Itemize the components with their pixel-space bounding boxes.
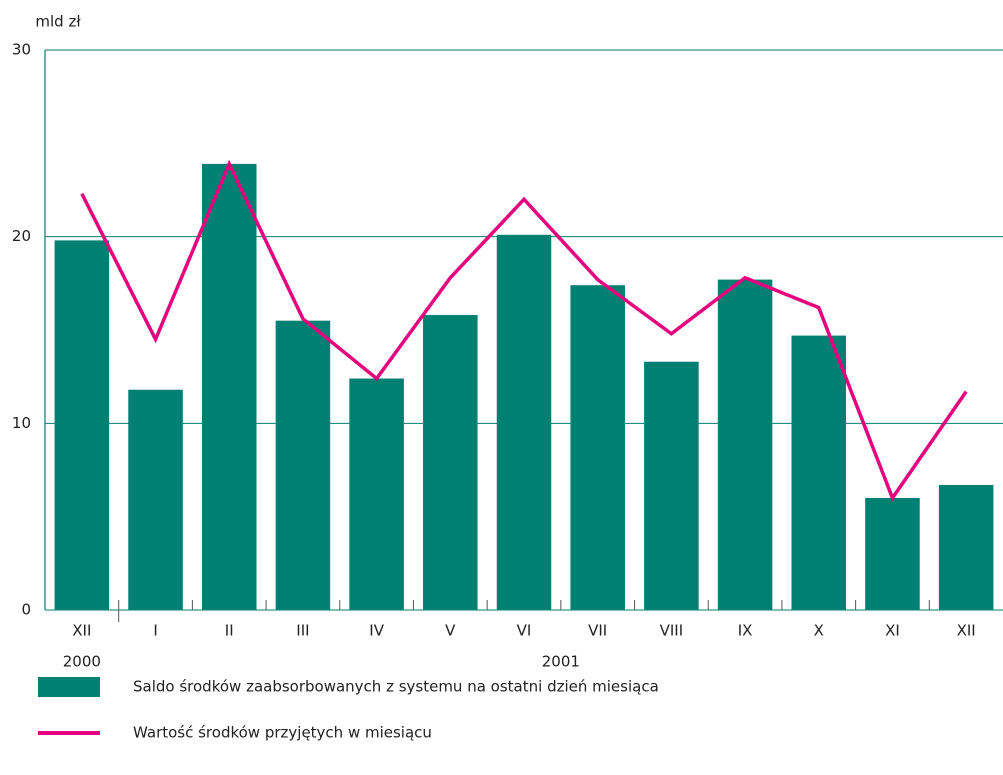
legend-swatch <box>38 677 100 697</box>
bar <box>938 484 994 610</box>
year-label: 2000 <box>63 653 101 671</box>
x-tick-label: X <box>814 622 824 640</box>
legend-label: Saldo środków zaabsorbowanych z systemu … <box>133 678 659 696</box>
bar <box>275 320 331 610</box>
y-tick-label: 0 <box>21 601 31 619</box>
x-tick-label: I <box>153 622 157 640</box>
bar <box>791 335 847 610</box>
bar <box>717 279 773 610</box>
x-tick-label: V <box>445 622 456 640</box>
bar <box>201 163 257 610</box>
x-tick-label: VII <box>588 622 607 640</box>
bar <box>128 389 183 610</box>
x-tick-label: XII <box>957 622 976 640</box>
y-tick-label: 10 <box>12 414 31 432</box>
y-tick-label: 30 <box>12 41 31 59</box>
y-tick-label: 20 <box>12 227 31 245</box>
bar <box>644 361 699 610</box>
bar <box>570 285 625 610</box>
x-tick-label: IX <box>738 622 753 640</box>
bar <box>496 234 552 611</box>
bar <box>349 378 404 610</box>
x-tick-label: III <box>296 622 309 640</box>
x-tick-label: XII <box>72 622 91 640</box>
bar <box>865 498 920 610</box>
year-label: 2001 <box>542 653 580 671</box>
x-tick-label: VI <box>517 622 532 640</box>
x-tick-label: XI <box>885 622 900 640</box>
bar <box>423 315 478 610</box>
bar <box>54 240 110 610</box>
x-tick-label: II <box>225 622 234 640</box>
y-axis-label: mld zł <box>35 13 81 31</box>
x-tick-label: IV <box>369 622 384 640</box>
legend-label: Wartość środków przyjętych w miesiącu <box>133 724 432 742</box>
x-tick-label: VIII <box>660 622 684 640</box>
line <box>80 159 968 502</box>
